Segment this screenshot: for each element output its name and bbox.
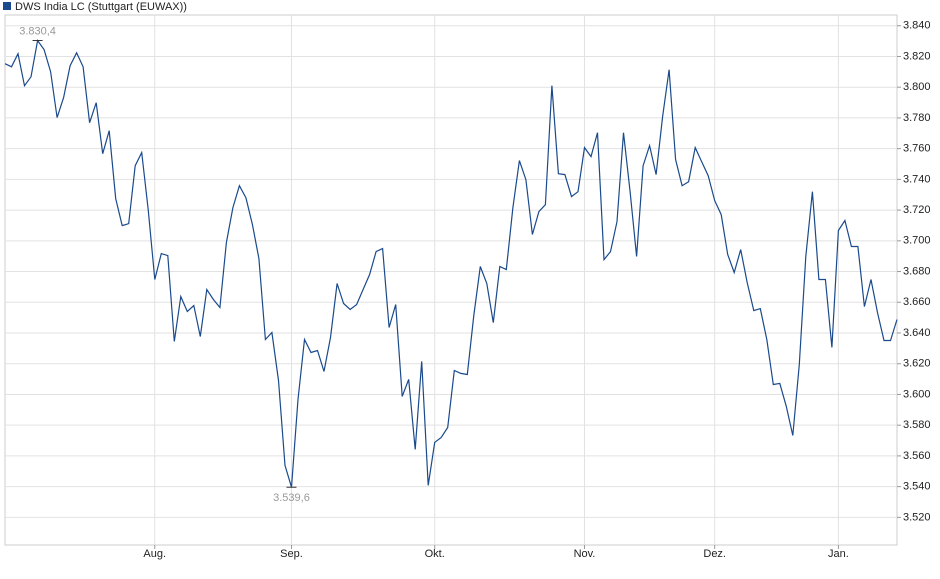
price-line bbox=[4, 38, 898, 488]
x-tick-label: Okt. bbox=[425, 548, 445, 560]
y-tick-label: 3.840 bbox=[903, 20, 931, 32]
legend-label: DWS India LC (Stuttgart (EUWAX)) bbox=[15, 1, 187, 13]
extreme-label: 3.830,4 bbox=[19, 25, 56, 37]
x-tick-label: Sep. bbox=[280, 548, 303, 560]
y-tick-label: 3.600 bbox=[903, 388, 931, 400]
x-tick-label: Nov. bbox=[574, 548, 596, 560]
x-tick-label: Dez. bbox=[703, 548, 726, 560]
y-tick-label: 3.540 bbox=[903, 481, 931, 493]
y-tick-label: 3.560 bbox=[903, 450, 931, 462]
y-tick-label: 3.700 bbox=[903, 235, 931, 247]
y-tick-label: 3.660 bbox=[903, 296, 931, 308]
plot-frame bbox=[4, 14, 898, 546]
x-tick-label: Aug. bbox=[143, 548, 166, 560]
y-tick-label: 3.760 bbox=[903, 143, 931, 155]
y-tick-label: 3.800 bbox=[903, 81, 931, 93]
extreme-label: 3.539,6 bbox=[273, 492, 310, 504]
y-tick-label: 3.620 bbox=[903, 358, 931, 370]
y-tick-label: 3.580 bbox=[903, 419, 931, 431]
x-tick-label: Jan. bbox=[828, 548, 849, 560]
legend-swatch bbox=[3, 2, 11, 10]
y-tick-label: 3.780 bbox=[903, 112, 931, 124]
y-tick-label: 3.820 bbox=[903, 50, 931, 62]
y-tick-label: 3.740 bbox=[903, 173, 931, 185]
y-tick-label: 3.680 bbox=[903, 265, 931, 277]
y-tick-label: 3.640 bbox=[903, 327, 931, 339]
y-tick-label: 3.520 bbox=[903, 511, 931, 523]
y-tick-label: 3.720 bbox=[903, 204, 931, 216]
